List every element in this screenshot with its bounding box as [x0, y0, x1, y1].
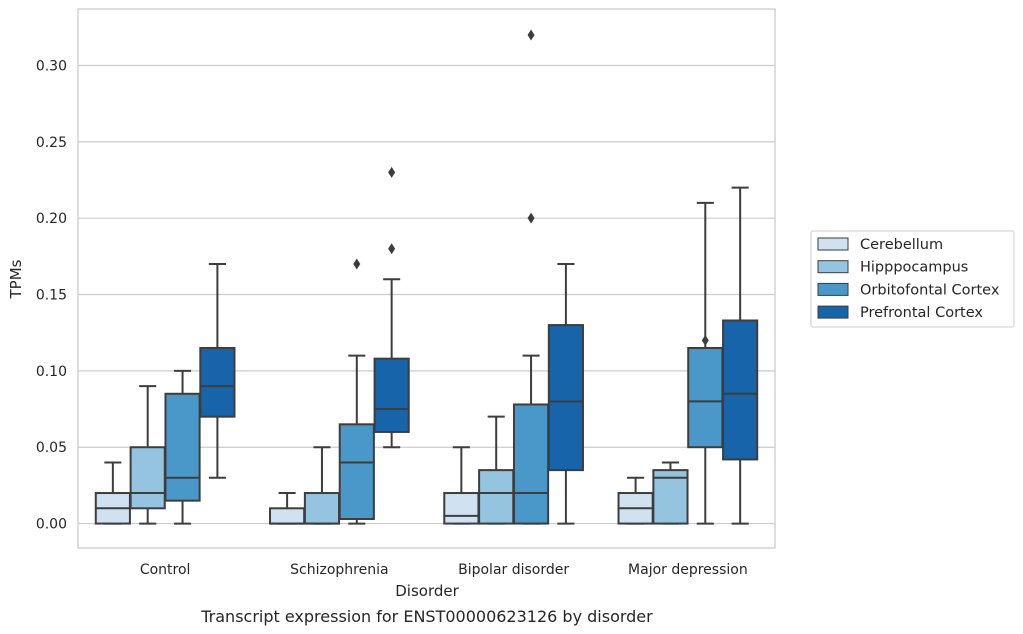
y-tick-label: 0.20 [36, 211, 67, 227]
box-cerebellum [617, 476, 654, 525]
box-hipppocampus [652, 461, 689, 525]
legend-swatch [817, 282, 849, 296]
box-prefrontal-cortex [373, 166, 410, 449]
box-orbitofontal-cortex [512, 29, 550, 525]
legend-frame [810, 230, 1015, 328]
box-prefrontal-cortex [722, 186, 759, 525]
x-axis-ticks: Control Schizophrenia Bipolar disorder Majo… [140, 562, 748, 578]
legend-label: Cerebellum [860, 237, 943, 253]
x-tick-label: Control [140, 562, 191, 578]
y-tick-label: 0.00 [36, 517, 67, 533]
box-body [547, 324, 584, 472]
plot-frame [77, 8, 776, 549]
x-axis-label: Disorder [395, 582, 459, 600]
legend-swatch [817, 305, 849, 319]
box-orbitofontal-cortex [687, 201, 724, 525]
box-orbitofontal-cortex [164, 369, 201, 525]
figure-caption: Transcript expression for ENST0000062312… [200, 607, 653, 626]
box-hipppocampus [303, 446, 341, 525]
outlier-point [527, 212, 535, 224]
box-body [722, 319, 759, 461]
box-body [512, 403, 550, 525]
outlier-point [701, 334, 709, 346]
box-cerebellum [269, 492, 306, 525]
box-body [199, 346, 236, 418]
x-tick-label: Major depression [628, 562, 748, 578]
y-tick-label: 0.25 [36, 135, 67, 151]
legend-swatch [817, 237, 849, 251]
box-body [652, 469, 689, 525]
box-cerebellum [443, 446, 480, 525]
x-tick-label: Schizophrenia [290, 562, 388, 578]
y-tick-label: 0.15 [36, 288, 67, 304]
outlier-point [527, 29, 535, 41]
y-axis-ticks: 0.00 0.05 0.10 0.15 0.20 0.25 0.30 [36, 58, 67, 532]
box-body [338, 423, 375, 520]
y-tick-label: 0.30 [36, 58, 67, 74]
y-axis-label: TPMs [7, 259, 25, 299]
x-tick-label: Bipolar disorder [458, 562, 569, 578]
box-prefrontal-cortex [199, 262, 236, 479]
box-body [269, 507, 306, 525]
outlier-point [353, 258, 361, 270]
box-prefrontal-cortex [547, 262, 584, 525]
box-body [129, 446, 166, 510]
legend-label: Orbitofontal Cortex [860, 282, 1000, 298]
box-body [478, 469, 515, 525]
box-body [303, 492, 341, 525]
box-orbitofontal-cortex [338, 258, 375, 525]
legend-label: Prefrontal Cortex [860, 305, 983, 321]
box-plot-series [94, 29, 759, 525]
box-hipppocampus [478, 415, 515, 525]
y-tick-label: 0.05 [36, 440, 67, 456]
legend: Cerebellum Hipppocampus Orbitofontal Corte… [810, 230, 1015, 328]
outlier-point [388, 166, 396, 178]
outlier-point [388, 243, 396, 255]
box-body [373, 357, 410, 433]
box-hipppocampus [129, 385, 166, 525]
box-cerebellum [94, 461, 131, 525]
box-body [164, 392, 201, 502]
box-body [687, 346, 724, 449]
box-body [443, 492, 480, 525]
legend-swatch [817, 260, 849, 274]
legend-label: Hipppocampus [860, 260, 968, 276]
y-tick-label: 0.10 [36, 364, 67, 380]
